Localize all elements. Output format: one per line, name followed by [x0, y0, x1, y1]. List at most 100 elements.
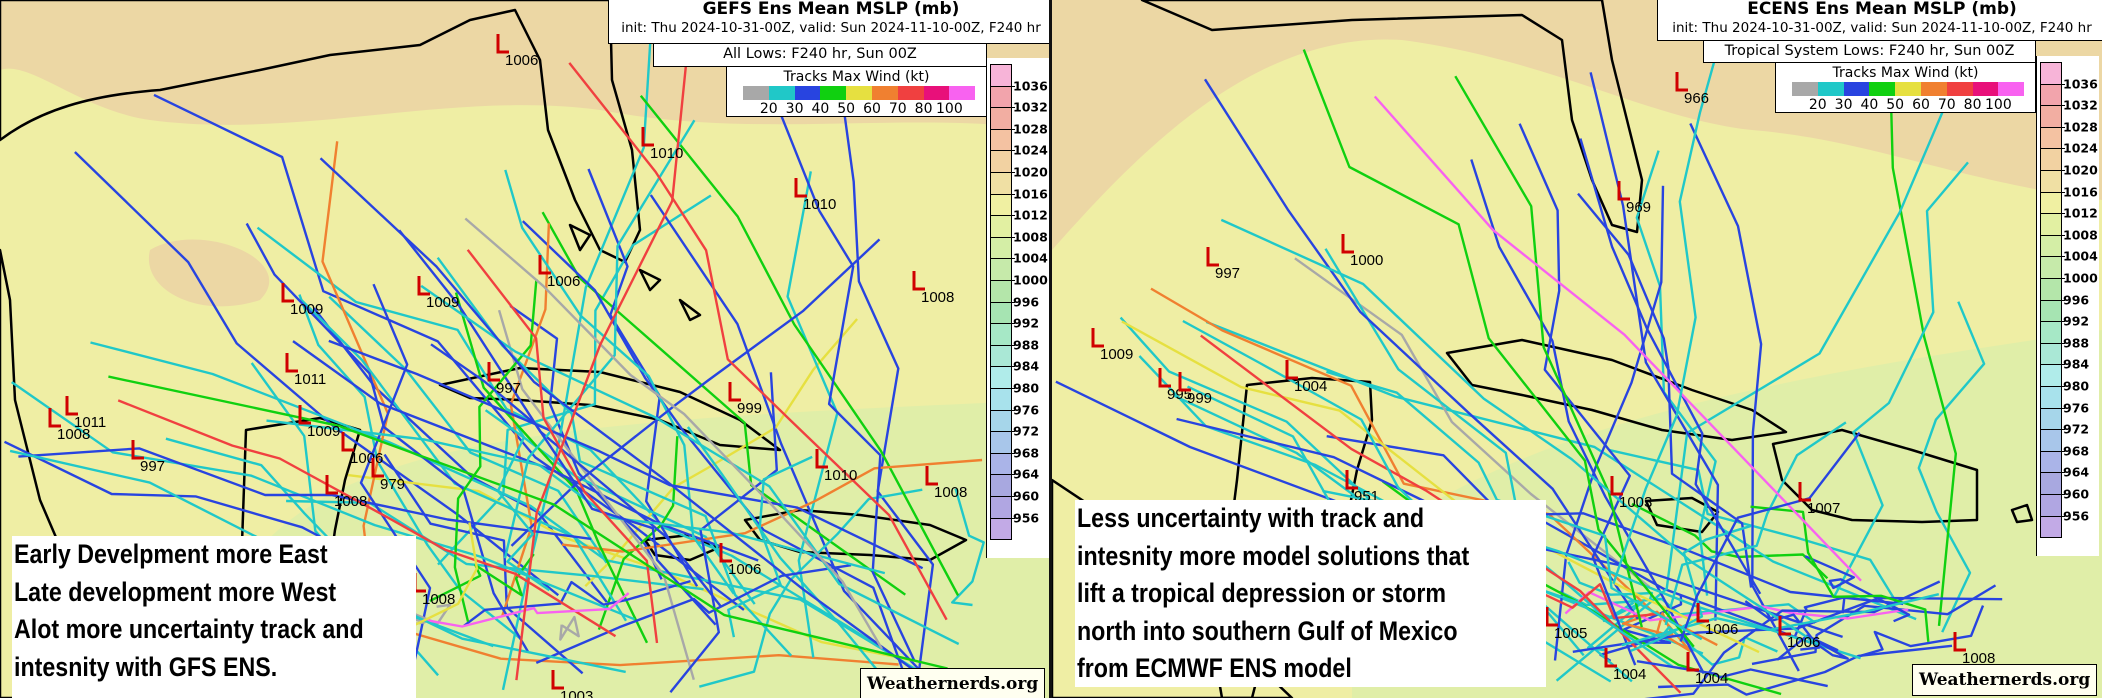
- storm-track: [1326, 370, 1703, 641]
- colorbar-swatch: [990, 172, 1012, 195]
- low-pressure-label: 1010: [803, 196, 836, 213]
- low-L-icon: [1091, 328, 1104, 348]
- lows-box: All Lows: F240 hr, Sun 00Z: [653, 43, 987, 67]
- low-pressure-label: 966: [1684, 90, 1709, 107]
- storm-track: [1579, 138, 1762, 595]
- storm-track: [649, 194, 940, 691]
- storm-track: [1555, 103, 1948, 682]
- colorbar-tick: [1011, 474, 1015, 476]
- pressure-colorbar: 1036 1032 1028 1024 1020 1016 1012 1008 1004 1000…: [986, 58, 1049, 558]
- colorbar-swatch: [2040, 278, 2062, 301]
- low-L-icon: [417, 276, 430, 296]
- storm-track: [383, 623, 899, 667]
- low-marker: 1008: [925, 466, 967, 501]
- colorbar-label: 1036: [2063, 76, 2098, 92]
- storm-track: [1302, 49, 1695, 648]
- map-title: GEFS Ens Mean MSLP (mb): [702, 0, 960, 19]
- title-box: ECENS Ens Mean MSLP (mb) init: Thu 2024-…: [1657, 0, 2102, 41]
- colorbar-label: 988: [1013, 337, 1040, 353]
- annotation-box: Early Develpment more East Late developme…: [12, 536, 416, 698]
- low-pressure-label: 1006: [350, 450, 383, 467]
- low-pressure-label: 997: [1215, 265, 1240, 282]
- low-L-icon: [48, 408, 61, 428]
- storm-track: [515, 20, 692, 681]
- colorbar-tick: [2061, 386, 2065, 387]
- colorbar-swatch: [990, 236, 1012, 260]
- colorbar-tick: [1011, 128, 1015, 130]
- low-marker: 1007: [1798, 482, 1840, 517]
- colorbar-label: 1032: [1013, 99, 1048, 115]
- storm-track: [1794, 596, 1846, 637]
- colorbar-label: 984: [1013, 358, 1040, 374]
- low-pressure-label: 1008: [422, 591, 455, 608]
- low-marker: 997: [131, 440, 165, 475]
- legend-label: 70: [1937, 97, 1956, 113]
- low-L-icon: [551, 670, 564, 690]
- storm-track: [383, 453, 584, 675]
- colorbar-tick: [1011, 344, 1015, 346]
- low-L-icon: [1345, 470, 1358, 490]
- storm-track: [1630, 524, 1752, 653]
- colorbar-tick: [1011, 409, 1015, 411]
- low-pressure-label: 1007: [1807, 500, 1840, 517]
- storm-track: [1679, 431, 1861, 642]
- legend-label: 20: [1808, 97, 1827, 113]
- colorbar-label: 1020: [2063, 162, 2098, 178]
- colorbar-swatch: [990, 258, 1012, 281]
- colorbar-label: 1016: [1013, 186, 1048, 202]
- legend-title: Tracks Max Wind (kt): [1832, 65, 1979, 81]
- colorbar-tick: [2061, 299, 2065, 301]
- title-box: GEFS Ens Mean MSLP (mb) init: Thu 2024-1…: [608, 0, 1050, 44]
- colorbar-swatch: [2040, 126, 2062, 150]
- low-L-icon: [1610, 476, 1623, 496]
- lows-box: Tropical System Lows: F240 hr, Sun 00Z: [1703, 40, 2036, 63]
- colorbar-tick: [2061, 83, 2065, 85]
- colorbar-swatch: [990, 366, 1012, 389]
- legend-swatch: [872, 86, 898, 100]
- storm-track: [359, 283, 432, 674]
- colorbar-tick: [2061, 407, 2065, 409]
- low-L-icon: [1675, 72, 1688, 92]
- low-L-icon: [285, 353, 298, 373]
- colorbar-label: 996: [1013, 294, 1040, 310]
- storm-track: [420, 592, 630, 628]
- storm-track: [347, 473, 922, 664]
- colorbar-label: 1004: [1013, 250, 1048, 266]
- low-marker: 1009: [298, 405, 340, 440]
- colorbar-swatch: [990, 280, 1012, 303]
- colorbar-label: 1004: [2063, 248, 2098, 264]
- credit-label: Weathernerds.org: [1912, 664, 2098, 696]
- storm-track: [1470, 159, 1705, 675]
- low-marker: 1006: [538, 255, 580, 290]
- storm-track: [1324, 248, 1633, 683]
- colorbar-label: 992: [1013, 315, 1040, 331]
- colorbar-tick: [2061, 429, 2065, 431]
- colorbar-tick: [1011, 107, 1015, 109]
- colorbar-tick: [1011, 150, 1015, 152]
- low-marker: 1009: [1091, 328, 1133, 363]
- low-pressure-label: 1008: [934, 484, 967, 501]
- storm-track: [504, 169, 735, 595]
- colorbar-tick: [2061, 278, 2065, 279]
- map-title: ECENS Ens Mean MSLP (mb): [1747, 0, 2017, 19]
- colorbar-label: 1028: [2063, 119, 2098, 135]
- storm-track: [286, 499, 704, 591]
- legend-label: 70: [888, 101, 907, 117]
- low-L-icon: [1206, 247, 1219, 267]
- legend-label: 80: [914, 101, 933, 117]
- storm-track: [669, 372, 778, 694]
- legend-label: 80: [1963, 97, 1982, 113]
- low-marker: 1006: [496, 34, 538, 69]
- storm-track: [464, 217, 884, 650]
- low-L-icon: [1686, 652, 1699, 672]
- storm-track: [453, 278, 538, 622]
- legend-swatch: [743, 86, 769, 100]
- low-L-icon: [298, 405, 311, 425]
- storm-track: [292, 340, 759, 562]
- low-marker: 1008: [325, 475, 367, 510]
- colorbar-tick: [1011, 301, 1015, 303]
- colorbar-tick: [1011, 258, 1015, 260]
- low-marker: 966: [1675, 72, 1709, 107]
- colorbar-swatch: [990, 431, 1012, 454]
- storm-track: [1744, 600, 1821, 651]
